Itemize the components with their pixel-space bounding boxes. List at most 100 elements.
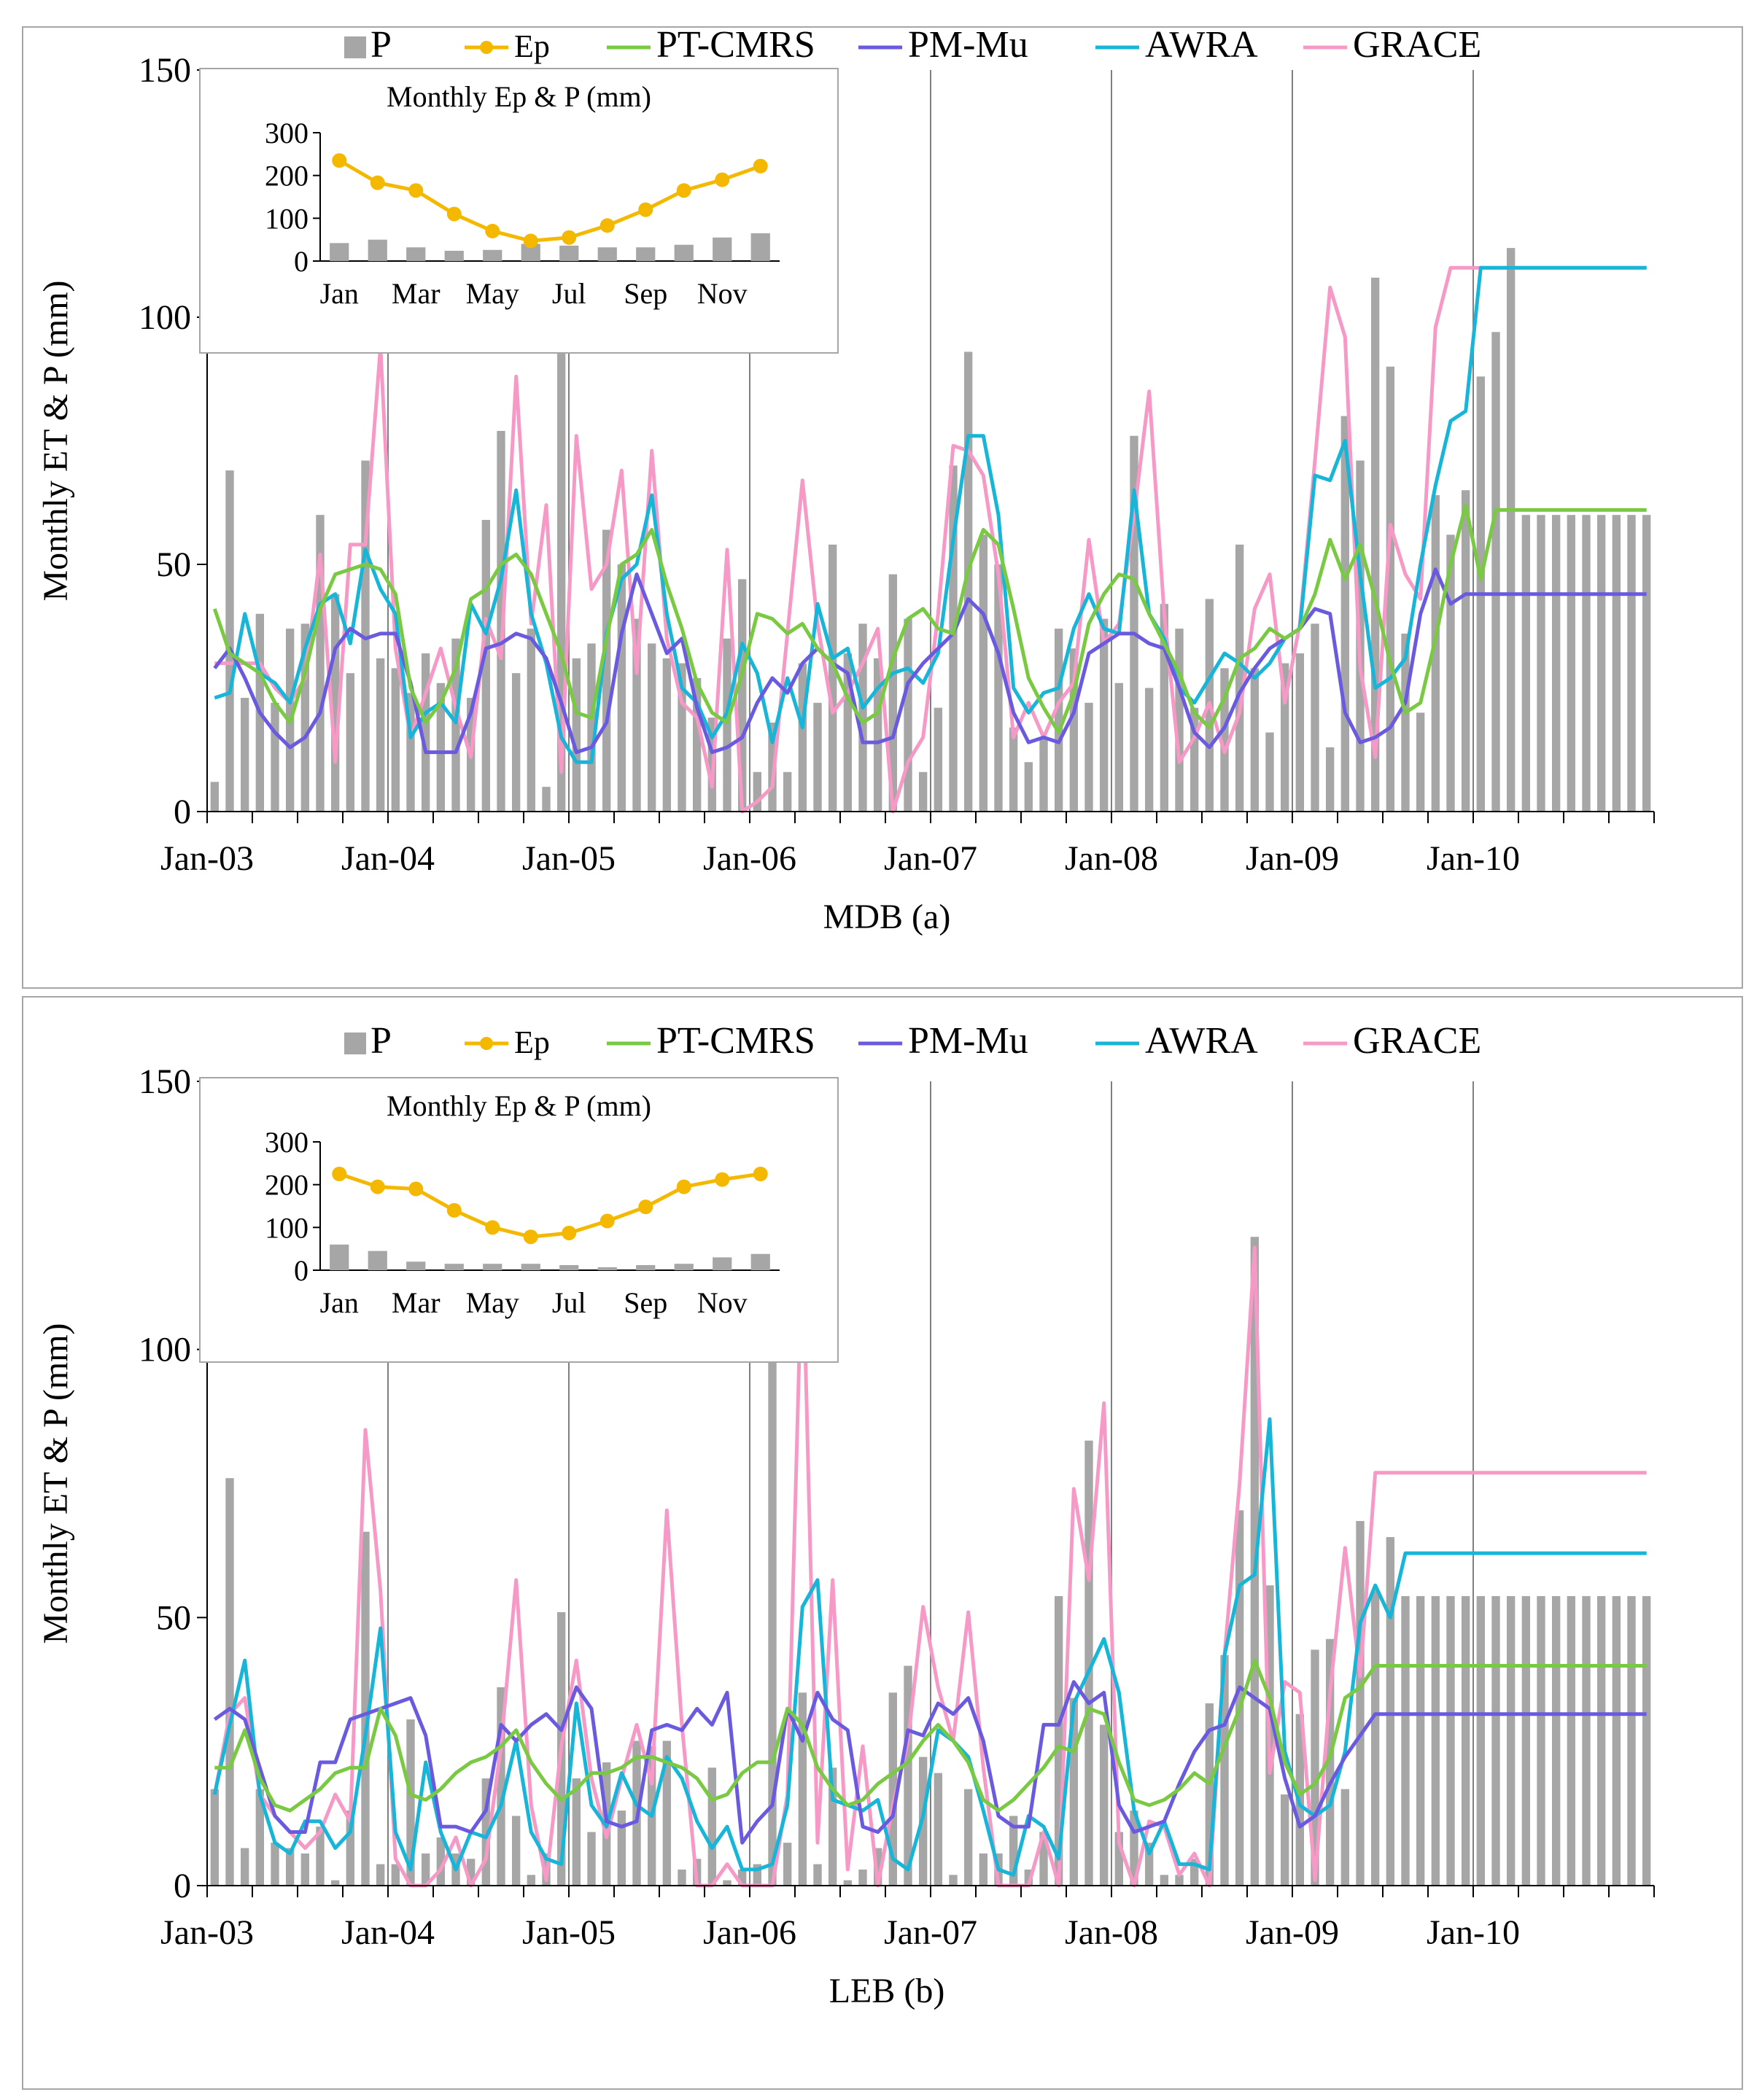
precip-bar <box>678 663 686 812</box>
chart-panel-mdb: P Ep PT-CMRS PM-Mu AWRA GRACE 0 50 100 150 Jan-03 J… <box>22 26 1743 989</box>
inset-precip-bar <box>713 1257 732 1270</box>
precip-bar <box>361 1531 370 1886</box>
precip-bar <box>1537 515 1545 812</box>
precip-bar <box>406 693 415 812</box>
x-tick-label: Jan-03 <box>160 839 254 878</box>
precip-bar <box>1506 1595 1516 1886</box>
precip-bar <box>662 658 672 812</box>
precip-bar <box>843 1880 853 1886</box>
precip-bar <box>1265 732 1274 812</box>
legend-item-pt-cmrs: PT-CMRS <box>607 28 815 66</box>
precip-bar <box>1642 515 1651 812</box>
y-tick-label: 0 <box>174 793 191 831</box>
inset-precip-bar <box>368 239 387 261</box>
precip-bar <box>1220 1654 1229 1886</box>
inset-precip-bar <box>674 1264 694 1270</box>
precip-bar <box>1521 515 1531 812</box>
inset-precip-bar <box>330 243 349 261</box>
inset-x-tick-label: Jan <box>320 1286 359 1319</box>
precip-bar <box>1582 515 1591 812</box>
legend: P Ep PT-CMRS PM-Mu AWRA GRACE <box>344 28 1481 66</box>
precip-bar <box>737 579 747 812</box>
x-tick-label: Jan-05 <box>522 1913 616 1952</box>
precip-bar <box>723 638 732 812</box>
legend-item-awra: AWRA <box>1095 28 1258 66</box>
precip-bar <box>1325 747 1335 812</box>
precip-bar <box>271 702 279 812</box>
legend-item-pm-mu: PM-Mu <box>858 1020 1028 1062</box>
series-line-pm-mu <box>213 1680 1647 1845</box>
precip-bar <box>1340 416 1350 812</box>
precip-bar <box>391 1864 400 1886</box>
precip-bar <box>1311 1649 1319 1886</box>
precip-bar <box>783 1843 792 1886</box>
precip-bar <box>1582 1595 1591 1886</box>
series-line-grace <box>214 265 1647 814</box>
precip-bar <box>1069 648 1079 812</box>
precip-bar <box>1551 1595 1561 1886</box>
precip-bar <box>572 658 581 812</box>
precip-bar <box>1596 515 1606 812</box>
precip-bar <box>843 653 853 812</box>
chart-svg-mdb: P Ep PT-CMRS PM-Mu AWRA GRACE 0 50 100 150 Jan-03 J… <box>36 28 1655 936</box>
precip-bar <box>662 1741 672 1886</box>
inset-ep-marker <box>523 1229 538 1245</box>
precip-bar <box>1039 1832 1048 1886</box>
x-tick-label: Jan-07 <box>884 839 977 878</box>
legend-marker-ep <box>480 41 493 54</box>
inset-precip-bar <box>521 244 540 261</box>
precip-bar <box>240 698 249 812</box>
inset-ep-marker <box>446 206 462 222</box>
inset-chart: Monthly Ep & P (mm) 0 100 200 300 Jan Mar May Ju… <box>199 1077 839 1363</box>
inset-ep-marker <box>599 1213 615 1229</box>
precip-bar <box>828 1768 837 1886</box>
legend-swatch-p <box>344 36 366 58</box>
y-tick-label: 0 <box>174 1867 191 1905</box>
precip-bar <box>1099 618 1109 812</box>
inset-ep-marker <box>715 1172 730 1187</box>
inset-y-tick-label: 200 <box>265 1169 308 1202</box>
inset-ep-marker <box>638 202 653 217</box>
inset-precip-bar <box>597 1267 617 1270</box>
legend-label: PT-CMRS <box>656 1020 815 1062</box>
legend-label: PM-Mu <box>908 1020 1028 1062</box>
series-line-awra <box>214 265 1647 764</box>
precip-bar <box>421 653 430 812</box>
x-tick-label: Jan-07 <box>884 1913 977 1952</box>
precip-bar <box>798 1692 807 1886</box>
precip-bar <box>1356 1520 1365 1886</box>
precip-bar <box>888 574 898 812</box>
precip-bar <box>813 702 822 812</box>
inset-precip-bar <box>330 1244 349 1270</box>
precip-bar <box>963 351 973 812</box>
series-line-awra <box>212 1417 1647 1877</box>
precip-bar <box>768 722 777 812</box>
inset-y-tick-label: 200 <box>265 160 308 192</box>
precip-bar <box>1431 495 1440 812</box>
precip-bar <box>1446 534 1455 812</box>
inset-ep-marker <box>332 153 347 168</box>
x-tick-label: Jan-08 <box>1065 1913 1158 1952</box>
precip-bar <box>647 643 656 812</box>
precip-bar <box>813 1864 822 1886</box>
x-tick-label: Jan-06 <box>703 839 796 878</box>
precip-bar <box>466 1859 476 1886</box>
inset-ep-marker <box>485 1220 500 1235</box>
inset-x-tick-label: May <box>466 277 519 310</box>
precip-bar <box>1340 1789 1350 1886</box>
precip-bar <box>1627 515 1636 812</box>
inset-x-tick-label: Nov <box>697 1286 748 1319</box>
chart-svg-leb: P Ep PT-CMRS PM-Mu AWRA GRACE 0 50 100 150 Jan-03 J… <box>36 1020 1655 2010</box>
precip-bar <box>1386 366 1395 812</box>
precip-bar <box>1160 604 1169 812</box>
precip-bar <box>255 1789 265 1886</box>
precip-bar <box>361 460 370 812</box>
precip-bar <box>1431 1595 1440 1886</box>
precip-bar <box>1235 1510 1244 1886</box>
precip-bar <box>391 668 400 812</box>
x-axis-title: MDB (a) <box>823 898 951 936</box>
precip-bar <box>828 544 837 812</box>
precip-bar <box>949 1875 958 1886</box>
precip-bar <box>497 430 505 812</box>
precip-bar <box>1461 490 1470 812</box>
